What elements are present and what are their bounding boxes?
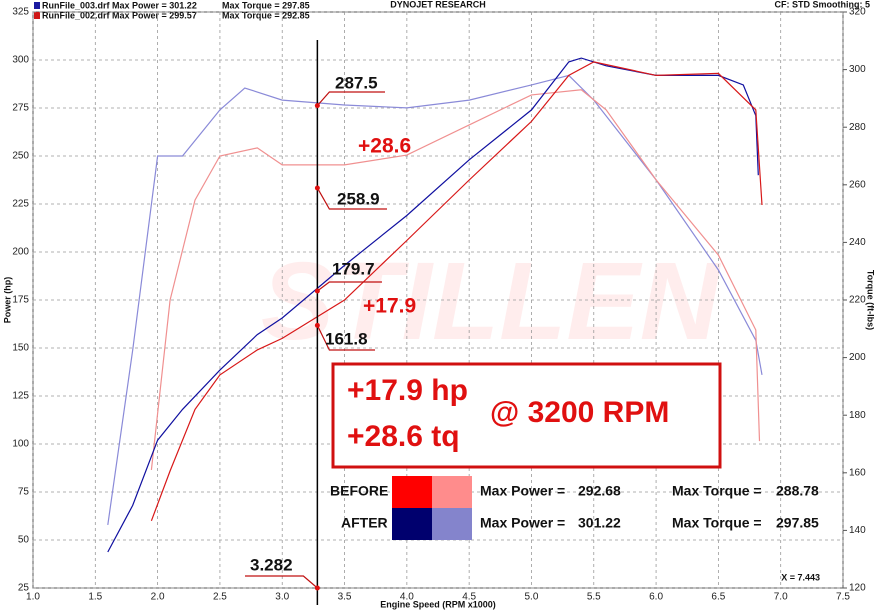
y-axis-title: Power (hp) [2,277,12,324]
reading-leader [316,91,385,106]
legend-power: 292.68 [578,483,621,499]
y2-tick-label: 120 [849,583,866,594]
header-swatch [34,2,40,9]
reading-leader [317,281,382,292]
x-tick-label: 5.5 [587,592,601,603]
delta-label: +17.9 [363,295,416,318]
y-tick-label: 25 [18,583,30,594]
y-tick-label: 175 [12,295,29,306]
y2-axis-title: Torque (ft-lbs) [866,270,876,330]
y2-tick-label: 220 [849,295,866,306]
y-tick-label: 50 [18,535,30,546]
legend-torque: 288.78 [776,483,819,499]
x-tick-label: 6.5 [711,592,725,603]
summary-box [331,362,722,469]
x-tick-label: 4.0 [400,592,414,603]
x-tick-label: 1.0 [26,592,40,603]
x-tick-label: 7.0 [774,592,788,603]
legend-swatch [432,476,472,508]
y2-tick-label: 160 [849,467,866,478]
series-line [150,89,761,470]
y-tick-label: 250 [12,151,29,162]
y2-tick-label: 260 [849,179,866,190]
x-tick-label: 7.5 [836,592,850,603]
legend-power-label: Max Power = [480,515,565,531]
y-tick-label: 200 [12,247,29,258]
summary-line: +28.6 tq [347,420,460,453]
legend-swatch [392,476,432,508]
y2-tick-label: 300 [849,64,866,75]
x-tick-label: 4.5 [462,592,476,603]
x-tick-label: 2.5 [213,592,227,603]
reading-dot [314,185,320,191]
delta-label: +28.6 [358,135,411,158]
legend-power: 301.22 [578,515,621,531]
x-cursor-label: 3.282 [250,555,293,574]
header-torque: Max Torque = 297.85 [222,0,310,10]
reading-leader [316,187,387,210]
x-tick-label: 3.5 [338,592,352,603]
y2-tick-label: 240 [849,237,866,248]
header-swatch [34,12,40,19]
header-file: RunFile_003.drf Max Power = 301.22 [42,0,197,10]
cursor-readout: X = 7.443 [781,572,820,582]
legend-torque-label: Max Torque = [672,483,762,499]
y2-tick-label: 280 [849,122,866,133]
reading-dot [314,288,320,294]
y-tick-label: 300 [12,55,29,66]
y2-tick-label: 200 [849,352,866,363]
y-tick-label: 100 [12,439,29,450]
header-file: RunFile_002.drf Max Power = 299.57 [42,10,197,20]
watermark: STILLEN [261,240,722,363]
x-tick-label: 5.0 [525,592,539,603]
reading-label: 161.8 [325,329,368,348]
y-tick-label: 150 [12,343,29,354]
series-line [107,57,759,553]
reading-label: 179.7 [332,259,375,278]
y2-tick-label: 320 [849,7,866,18]
y-tick-label: 225 [12,199,29,210]
y-tick-label: 75 [18,487,30,498]
series-line [150,61,763,522]
x-tick-label: 6.0 [649,592,663,603]
header-torque: Max Torque = 292.85 [222,10,310,20]
x-axis-title: Engine Speed (RPM x1000) [380,599,496,609]
summary-line: +17.9 hp [347,374,468,407]
series-line [107,74,763,525]
legend-power-label: Max Power = [480,483,565,499]
x-tick-label: 1.5 [88,592,102,603]
x-dot [314,585,320,591]
x-tick-label: 2.0 [151,592,165,603]
settings: CF: STD Smoothing: 5 [775,0,871,9]
legend-swatch [392,508,432,540]
reading-dot [314,103,320,109]
y-tick-label: 125 [12,391,29,402]
y-tick-label: 325 [12,7,29,18]
legend-label: BEFORE [330,483,388,499]
y-tick-label: 275 [12,103,29,114]
reading-label: 287.5 [335,73,378,92]
summary-rpm: @ 3200 RPM [490,396,669,429]
y2-tick-label: 140 [849,525,866,536]
y2-tick-label: 180 [849,410,866,421]
legend-torque: 297.85 [776,515,819,531]
reading-leader [316,325,375,351]
x-leader [245,575,318,589]
reading-dot [314,322,320,328]
legend-torque-label: Max Torque = [672,515,762,531]
x-tick-label: 3.0 [275,592,289,603]
legend-swatch [432,508,472,540]
reading-label: 258.9 [337,189,380,208]
legend-label: AFTER [341,515,388,531]
chart-title: DYNOJET RESEARCH [390,0,486,9]
